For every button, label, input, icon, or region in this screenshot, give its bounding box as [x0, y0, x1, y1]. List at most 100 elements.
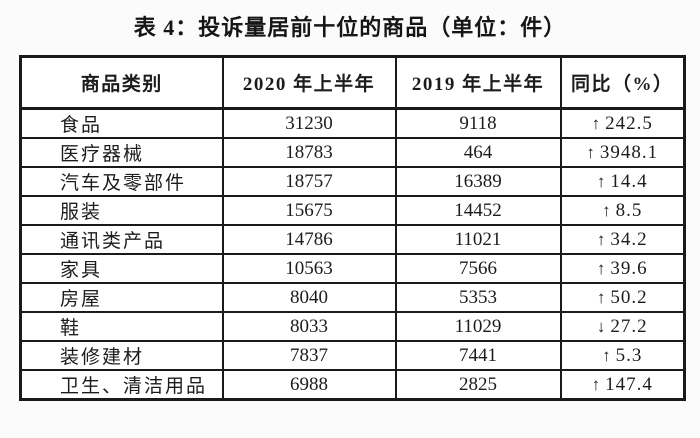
table-row: 医疗器械 18783 464 ↑ 3948.1 [19, 137, 686, 168]
value-2019: 7566 [459, 257, 497, 279]
category-cell: 房屋 [19, 282, 224, 313]
category-cell: 汽车及零部件 [19, 166, 224, 197]
category-label: 房屋 [60, 289, 103, 310]
value-2019: 14452 [454, 199, 502, 221]
table-row: 卫生、清洁用品 6988 2825 ↑ 147.4 [19, 369, 686, 401]
value-2019-cell: 7566 [394, 253, 562, 284]
trend-arrow-icon: ↑ [596, 258, 606, 278]
yoy-cell: ↑ 14.4 [559, 166, 686, 197]
table-row: 通讯类产品 14786 11021 ↑ 34.2 [19, 224, 686, 255]
column-header-yoy: 同比（%） [559, 55, 686, 110]
category-cell: 医疗器械 [19, 137, 224, 168]
yoy-cell: ↑ 50.2 [559, 282, 686, 313]
category-cell: 卫生、清洁用品 [19, 369, 224, 401]
yoy-cell: ↑ 34.2 [559, 224, 686, 255]
table-row: 食品 31230 9118 ↑ 242.5 [19, 107, 686, 139]
trend-arrow-icon: ↑ [586, 142, 595, 162]
table-body: 食品 31230 9118 ↑ 242.5 医疗器械 18783 464 [19, 107, 686, 401]
table-title: 表 4：投诉量居前十位的商品（单位：件） [133, 15, 567, 40]
table-row: 装修建材 7837 7441 ↑ 5.3 [19, 340, 686, 371]
value-2019-cell: 14452 [394, 195, 562, 226]
value-2020: 6988 [290, 373, 328, 395]
value-2020-cell: 8033 [221, 311, 397, 342]
value-2020-cell: 31230 [221, 107, 397, 139]
value-2019-cell: 16389 [394, 166, 562, 197]
value-2020-cell: 8040 [221, 282, 397, 313]
column-header-2020-h1: 2020 年上半年 [221, 55, 397, 110]
yoy-value: 147.4 [605, 373, 653, 395]
category-label: 食品 [60, 115, 103, 136]
yoy-value: 34.2 [610, 228, 648, 250]
yoy-value: 39.6 [610, 257, 648, 279]
yoy-cell: ↓ 27.2 [559, 311, 686, 342]
table-row: 服装 15675 14452 ↑ 8.5 [19, 195, 686, 226]
yoy-value: 3948.1 [599, 141, 659, 163]
value-2019: 11021 [454, 228, 502, 250]
yoy-cell: ↑ 39.6 [559, 253, 686, 284]
table-header: 商品类别 2020 年上半年 2019 年上半年 同比（%） [19, 55, 686, 110]
yoy-cell: ↑ 8.5 [559, 195, 686, 226]
category-label: 装修建材 [60, 347, 145, 368]
value-2020: 15675 [285, 199, 333, 221]
yoy-value: 8.5 [615, 199, 643, 221]
table-row: 家具 10563 7566 ↑ 39.6 [19, 253, 686, 284]
category-label: 汽车及零部件 [60, 173, 187, 194]
value-2020-cell: 14786 [221, 224, 397, 255]
value-2019: 16389 [454, 170, 502, 192]
category-label: 鞋 [60, 318, 82, 339]
value-2019: 11029 [454, 315, 502, 337]
value-2019: 464 [463, 141, 493, 163]
value-2019: 7441 [459, 344, 497, 366]
value-2019: 5353 [459, 286, 497, 308]
value-2020-cell: 15675 [221, 195, 397, 226]
value-2020: 7837 [290, 344, 328, 366]
category-label: 医疗器械 [60, 144, 145, 165]
yoy-cell: ↑ 3948.1 [559, 137, 686, 168]
trend-arrow-icon: ↑ [591, 374, 601, 394]
yoy-cell: ↑ 147.4 [559, 369, 686, 401]
value-2020-cell: 18757 [221, 166, 397, 197]
value-2020: 18783 [285, 141, 333, 163]
value-2019: 9118 [459, 112, 497, 134]
yoy-value: 5.3 [615, 344, 643, 366]
trend-arrow-icon: ↑ [602, 200, 611, 220]
value-2020: 14786 [285, 228, 333, 250]
category-cell: 服装 [19, 195, 224, 226]
yoy-value: 50.2 [610, 286, 648, 308]
column-header-category: 商品类别 [19, 55, 224, 110]
value-2020: 18757 [285, 170, 333, 192]
trend-arrow-icon: ↑ [596, 287, 606, 307]
trend-arrow-icon: ↑ [596, 229, 606, 249]
table-row: 鞋 8033 11029 ↓ 27.2 [19, 311, 686, 342]
table-row: 汽车及零部件 18757 16389 ↑ 14.4 [19, 166, 686, 197]
trend-arrow-icon: ↓ [596, 316, 606, 336]
category-cell: 食品 [19, 107, 224, 139]
trend-arrow-icon: ↑ [596, 171, 606, 191]
value-2020: 31230 [285, 112, 333, 134]
value-2020: 8040 [290, 286, 328, 308]
value-2019-cell: 11021 [394, 224, 562, 255]
value-2019-cell: 9118 [394, 107, 562, 139]
value-2020-cell: 6988 [221, 369, 397, 401]
yoy-value: 242.5 [605, 112, 653, 134]
complaints-table: 商品类别 2020 年上半年 2019 年上半年 同比（%） 食品 31230 … [19, 55, 686, 401]
yoy-value: 27.2 [610, 315, 648, 337]
value-2019-cell: 2825 [394, 369, 562, 401]
header-row: 商品类别 2020 年上半年 2019 年上半年 同比（%） [19, 55, 686, 110]
category-label: 服装 [60, 202, 103, 223]
value-2019-cell: 11029 [394, 311, 562, 342]
value-2020-cell: 10563 [221, 253, 397, 284]
yoy-cell: ↑ 242.5 [559, 107, 686, 139]
value-2020: 8033 [290, 315, 328, 337]
category-label: 卫生、清洁用品 [60, 376, 208, 397]
value-2019: 2825 [459, 373, 497, 395]
value-2019-cell: 5353 [394, 282, 562, 313]
table-row: 房屋 8040 5353 ↑ 50.2 [19, 282, 686, 313]
value-2019-cell: 464 [394, 137, 562, 168]
value-2020-cell: 18783 [221, 137, 397, 168]
trend-arrow-icon: ↑ [591, 113, 601, 133]
trend-arrow-icon: ↑ [602, 345, 611, 365]
value-2019-cell: 7441 [394, 340, 562, 371]
category-cell: 家具 [19, 253, 224, 284]
